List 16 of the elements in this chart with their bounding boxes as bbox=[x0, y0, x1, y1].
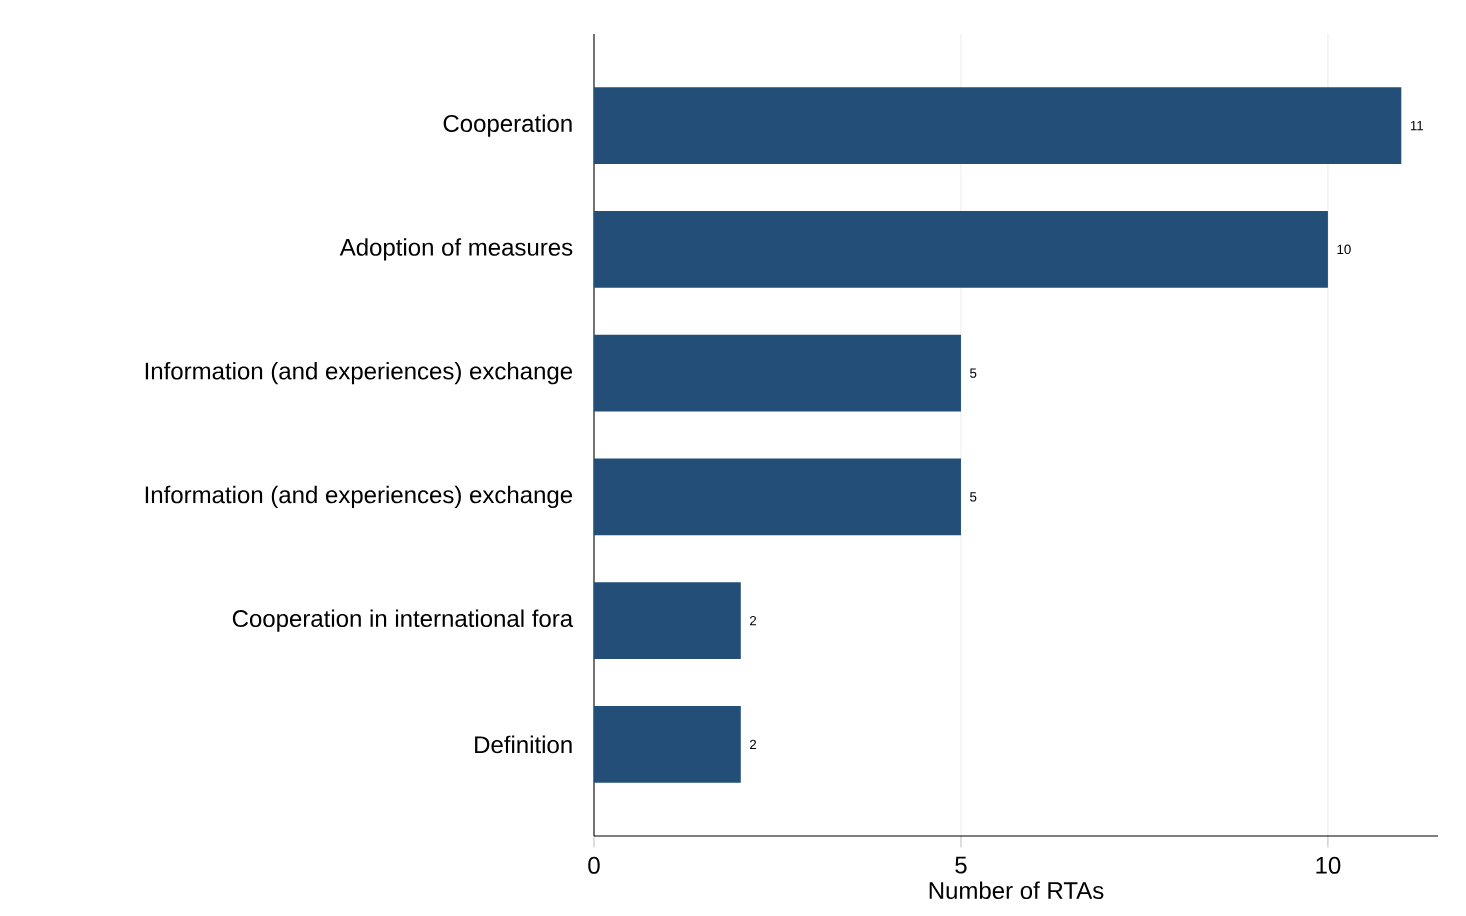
bar bbox=[594, 582, 741, 660]
bar bbox=[594, 87, 1402, 164]
x-axis-title: Number of RTAs bbox=[929, 881, 1104, 900]
y-tick-label: Adoption of measures bbox=[339, 238, 573, 261]
bar bbox=[594, 334, 961, 412]
x-tick-label: 5 bbox=[955, 856, 967, 874]
x-tick-label: 0 bbox=[588, 856, 600, 874]
y-tick-label: Information (and experiences) exchange bbox=[145, 485, 573, 509]
y-tick-label: Cooperation in international fora bbox=[232, 609, 574, 632]
x-tick-label: 10 bbox=[1316, 856, 1341, 874]
bar bbox=[594, 458, 961, 536]
bar bbox=[594, 210, 1328, 288]
y-tick-label: Definition bbox=[475, 735, 572, 754]
bar bbox=[594, 706, 741, 783]
y-tick-label: Cooperation bbox=[443, 114, 572, 137]
y-tick-label: Information (and experiences) exchange bbox=[145, 361, 573, 385]
